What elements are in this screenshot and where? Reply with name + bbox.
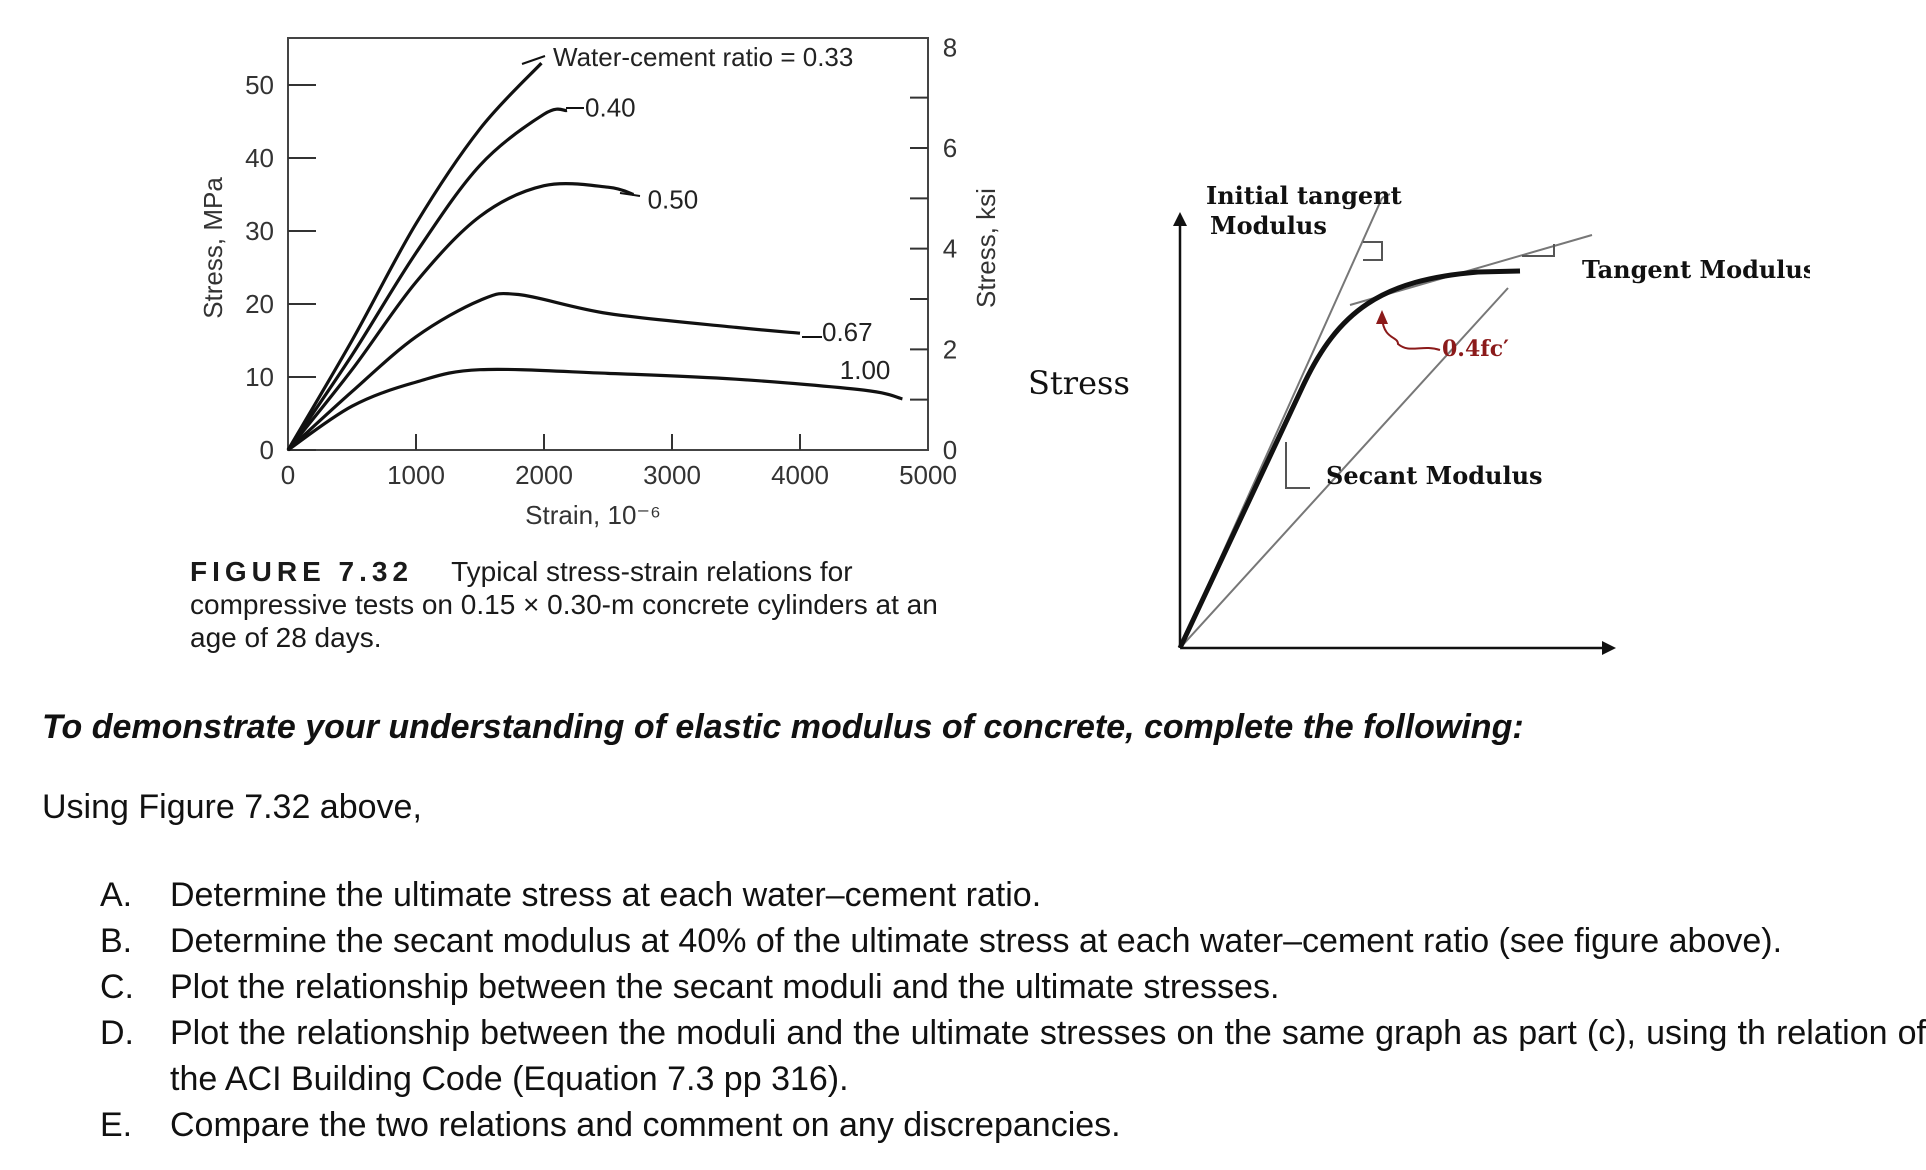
initial-tangent-label-2: Modulus [1210, 211, 1327, 240]
task-item: D. Plot the relationship between the mod… [100, 1010, 1926, 1102]
task-letter: B. [100, 922, 133, 960]
x-tick-label: 3000 [643, 460, 701, 490]
schematic-curve [1177, 268, 1521, 650]
y2-tick-label: 8 [943, 32, 957, 62]
curve-label-1.00: 1.00 [840, 355, 891, 385]
y-tick-label: 0 [260, 435, 274, 465]
task-letter: A. [100, 876, 133, 914]
point-pointer [1381, 317, 1441, 351]
task-letter: C. [100, 968, 134, 1006]
task-text: Compare the two relations and comment on… [170, 1106, 1121, 1144]
task-item: A. Determine the ultimate stress at each… [100, 872, 1926, 918]
tangent-leader [1381, 193, 1391, 199]
y2-axis-label: Stress, ksi [971, 188, 1000, 308]
curve-label-0.50: 0.50 [648, 185, 699, 215]
point-arrow-icon [1376, 310, 1388, 324]
modulus-schematic: Stress 0.4fc′ Initial tangent Modulus Ta… [1028, 181, 1810, 655]
secant-line [1179, 287, 1509, 649]
tangent-modulus-label: Tangent Modulus [1582, 255, 1810, 284]
curve-wc-1.00 [287, 367, 903, 452]
curve-wc-0.50 [286, 182, 635, 451]
initial-tangent-triangle [1363, 241, 1383, 261]
x-tick-label: 5000 [899, 460, 957, 490]
label-leader-0.33 [521, 55, 546, 65]
task-list: A. Determine the ultimate stress at each… [100, 872, 1926, 1148]
x-tick-label: 4000 [771, 460, 829, 490]
label-leader [619, 192, 641, 197]
y-tick-label: 30 [245, 216, 274, 246]
instructions-heading: To demonstrate your understanding of ela… [42, 708, 1524, 746]
secant-modulus-label: Secant Modulus [1326, 461, 1543, 490]
y-tick-label: 10 [245, 362, 274, 392]
secant-triangle [1285, 442, 1310, 489]
task-item: E. Compare the two relations and comment… [100, 1102, 1926, 1148]
using-line: Using Figure 7.32 above, [42, 788, 422, 826]
initial-tangent-label: Initial tangent [1206, 181, 1402, 210]
figure-caption: FIGURE 7.32 Typical stress-strain relatio… [190, 555, 990, 654]
x-tick-label: 1000 [387, 460, 445, 490]
task-text: Determine the secant modulus at 40% of t… [170, 922, 1783, 960]
tangent-modulus-triangle [1522, 244, 1555, 257]
y-tick-label: 50 [245, 70, 274, 100]
figure-number: FIGURE 7.32 [190, 556, 414, 587]
curve-wc-0.33 [286, 62, 543, 451]
task-text: Plot the relationship between the moduli… [170, 1014, 1926, 1098]
plot-frame [287, 37, 929, 451]
curve-label-0.67: 0.67 [822, 317, 873, 347]
task-item: B. Determine the secant modulus at 40% o… [100, 918, 1926, 964]
y2-tick-label: 4 [943, 234, 957, 264]
y-tick-label: 20 [245, 289, 274, 319]
task-letter: E. [100, 1106, 133, 1144]
task-text: Plot the relationship between the secant… [170, 968, 1280, 1006]
task-letter: D. [100, 1014, 134, 1052]
x-tick-label: 0 [281, 460, 295, 490]
curve-label-0.40: 0.40 [585, 93, 636, 123]
y-axis-arrow-icon [1173, 212, 1187, 226]
curve-label-0.33: Water-cement ratio = 0.33 [553, 42, 853, 72]
task-item: C. Plot the relationship between the sec… [100, 964, 1926, 1010]
y2-tick-label: 6 [943, 133, 957, 163]
point-label: 0.4fc′ [1442, 336, 1509, 362]
y2-tick-label: 2 [943, 334, 957, 364]
schematic-y-label: Stress [1028, 364, 1130, 402]
x-axis-arrow-icon [1602, 641, 1616, 655]
y-axis-label: Stress, MPa [198, 177, 228, 319]
x-tick-label: 2000 [515, 460, 573, 490]
curve-wc-0.67 [286, 291, 801, 452]
y-tick-label: 40 [245, 143, 274, 173]
x-axis-label: Strain, 10⁻⁶ [525, 500, 661, 530]
curve-wc-0.40 [286, 107, 568, 451]
caption-text: Typical stress-strain relations for comp… [190, 556, 938, 653]
task-text: Determine the ultimate stress at each wa… [170, 876, 1042, 914]
y2-tick-label: 0 [943, 435, 957, 465]
